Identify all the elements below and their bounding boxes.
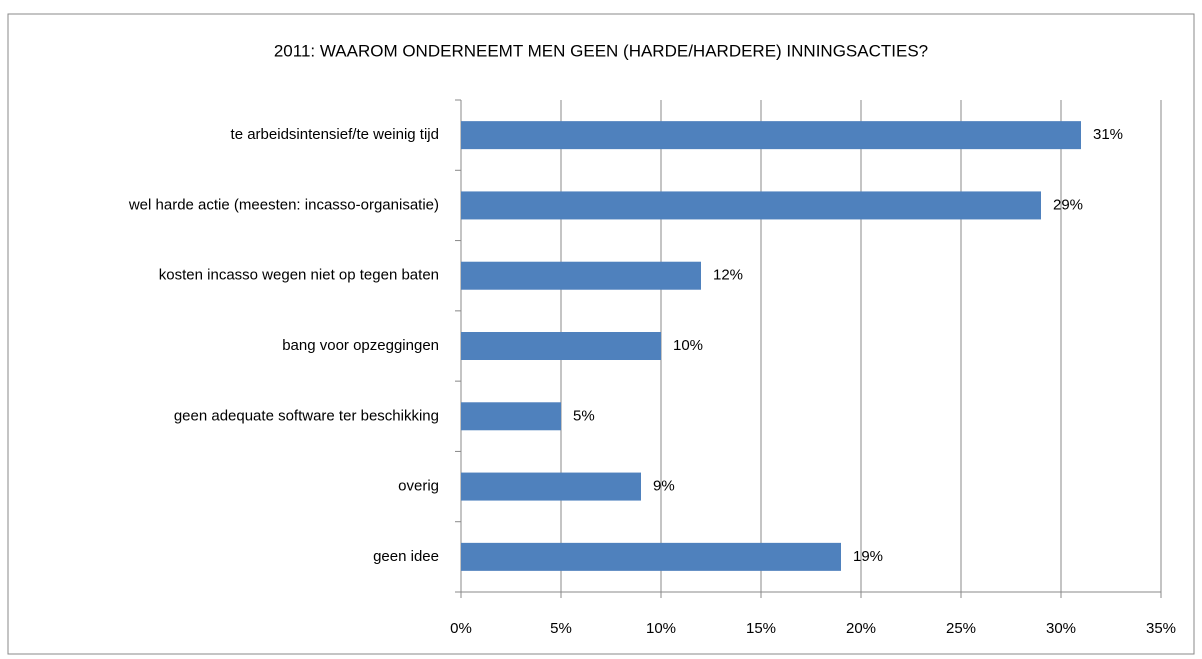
x-tick-label: 5% [550,620,572,637]
value-label: 9% [653,478,675,495]
x-tick-label: 0% [450,620,472,637]
x-tick-label: 10% [646,620,676,637]
value-label: 19% [853,548,883,565]
chart-title: 2011: WAAROM ONDERNEEMT MEN GEEN (HARDE/… [274,41,928,60]
y-tick-label: kosten incasso wegen niet op tegen baten [159,267,439,284]
bar [461,472,641,501]
y-tick-label: geen adequate software ter beschikking [174,407,439,424]
x-tick-label: 20% [846,620,876,637]
value-label: 5% [573,407,595,424]
value-label: 12% [713,267,743,284]
x-tick-label: 35% [1146,620,1176,637]
y-tick-label: overig [398,478,439,495]
x-tick-label: 15% [746,620,776,637]
bar [461,191,1041,220]
y-tick-label: wel harde actie (meesten: incasso-organi… [128,196,439,213]
bar [461,402,561,431]
bar [461,261,701,290]
y-tick-label: te arbeidsintensief/te weinig tijd [231,126,439,143]
y-tick-label: bang voor opzeggingen [282,337,439,354]
bar [461,332,661,360]
y-tick-label: geen idee [373,548,439,565]
value-label: 10% [673,337,703,354]
bar [461,121,1081,150]
value-label: 29% [1053,196,1083,213]
bar [461,542,841,571]
x-tick-label: 30% [1046,620,1076,637]
x-tick-label: 25% [946,620,976,637]
value-label: 31% [1093,126,1123,143]
